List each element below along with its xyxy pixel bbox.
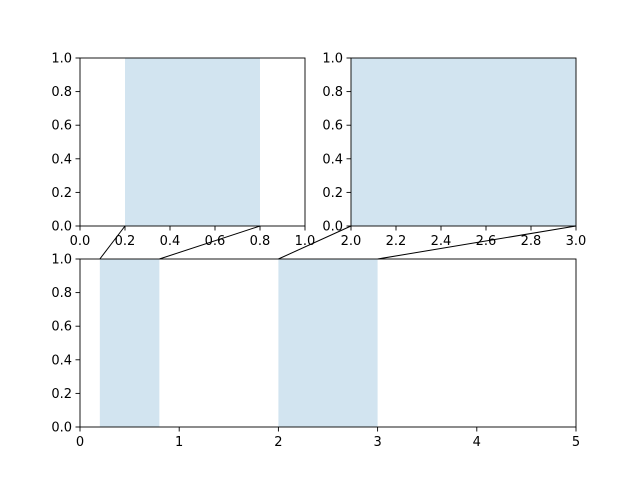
x-tick-label: 1.0 xyxy=(295,234,316,249)
y-tick-label: 0.8 xyxy=(322,85,343,100)
axes-frame xyxy=(79,258,577,428)
connector-line xyxy=(159,225,261,260)
x-tick-label: 2.8 xyxy=(521,234,542,249)
axes-bottom: 0 1 2 3 4 5 0.0 0.2 0.4 0.6 0.8 1.0 xyxy=(51,253,580,451)
y-tick-label: 1.0 xyxy=(51,52,72,67)
y-tick-label: 0.2 xyxy=(322,186,343,201)
connector-line xyxy=(377,225,577,260)
x-tick-label: 1 xyxy=(175,435,183,450)
x-tick-label: 0.6 xyxy=(205,234,226,249)
connector-line xyxy=(99,225,126,260)
y-tick-label: 0.6 xyxy=(51,119,72,134)
y-tick-label: 1.0 xyxy=(322,52,343,67)
y-tick-label: 0.2 xyxy=(51,186,72,201)
x-tick-label: 4 xyxy=(473,435,481,450)
y-tick-label: 0.6 xyxy=(322,119,343,134)
y-tick-label: 0.0 xyxy=(51,421,72,436)
x-tick-label: 3.0 xyxy=(566,234,587,249)
y-tick-label: 0.4 xyxy=(51,152,72,167)
x-tick-label: 2.2 xyxy=(386,234,407,249)
x-tick-label: 0.0 xyxy=(70,234,91,249)
y-tick-label: 0.4 xyxy=(51,353,72,368)
span-0 xyxy=(99,259,160,427)
y-tick-label: 0.2 xyxy=(51,387,72,402)
connector-line xyxy=(278,225,352,260)
x-tick-label: 2.0 xyxy=(341,234,362,249)
x-tick-label: 0.8 xyxy=(250,234,271,249)
x-tick-label: 2 xyxy=(274,435,282,450)
axes-frame xyxy=(79,57,306,227)
x-tick-label: 0.4 xyxy=(160,234,181,249)
y-tick-label: 1.0 xyxy=(51,253,72,268)
y-tick-label: 0.0 xyxy=(322,220,343,235)
span-0 xyxy=(125,58,260,226)
x-tick-label: 5 xyxy=(572,435,580,450)
span-0 xyxy=(351,58,576,226)
axes-top-left: 0.0 0.2 0.4 0.6 0.8 1.0 0.0 0.2 0.4 0.6 0.8 1.0 xyxy=(51,52,315,250)
x-tick-label: 2.6 xyxy=(476,234,497,249)
y-tick-label: 0.6 xyxy=(51,320,72,335)
x-tick-label: 0.2 xyxy=(115,234,136,249)
axes-frame xyxy=(350,57,577,227)
y-tick-label: 0.8 xyxy=(51,286,72,301)
axes-top-right: 2.0 2.2 2.4 2.6 2.8 3.0 0.0 0.2 0.4 0.6 0.8 1.0 xyxy=(322,52,586,250)
y-tick-label: 0.0 xyxy=(51,220,72,235)
x-tick-label: 3 xyxy=(373,435,381,450)
x-tick-label: 2.4 xyxy=(431,234,452,249)
y-tick-label: 0.4 xyxy=(322,152,343,167)
y-tick-label: 0.8 xyxy=(51,85,72,100)
x-tick-label: 0 xyxy=(76,435,84,450)
span-1 xyxy=(278,259,378,427)
